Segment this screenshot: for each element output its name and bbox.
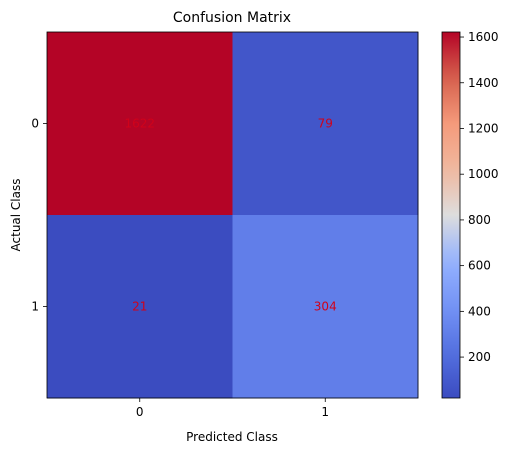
y-axis-ticks: 01 (31, 117, 47, 314)
cell-label-0-1: 79 (318, 117, 333, 131)
heatmap-cell-1-1 (232, 215, 419, 399)
heatmap-cells: 1622 79 21 304 (47, 32, 419, 399)
cell-label-1-1: 304 (314, 300, 337, 314)
cell-label-0-0: 1622 (124, 117, 155, 131)
colorbar (441, 31, 461, 399)
x-axis-label: Predicted Class (186, 430, 278, 444)
plot-frame (46, 31, 419, 399)
heatmap-cell-0-0 (47, 32, 233, 216)
colorbar-tick-label: 1200 (468, 121, 499, 135)
x-tick-label: 0 (136, 405, 144, 419)
colorbar-tick-label: 400 (468, 304, 491, 318)
colorbar-tick-label: 1600 (468, 30, 499, 44)
heatmap-cell-0-1 (232, 32, 419, 216)
y-tick-label: 0 (31, 117, 39, 131)
colorbar-tick-label: 200 (468, 350, 491, 364)
colorbar-tick-label: 1400 (468, 76, 499, 90)
colorbar-tick-label: 800 (468, 213, 491, 227)
y-axis-label: Actual Class (9, 179, 23, 252)
colorbar-tick-label: 1000 (468, 167, 499, 181)
x-tick-label: 1 (321, 405, 329, 419)
colorbar-tick-label: 600 (468, 259, 491, 273)
colorbar-ticks: 200 400 600 800 1000 1200 1400 1600 (460, 30, 499, 364)
y-tick-label: 1 (31, 300, 39, 314)
chart-title: Confusion Matrix (173, 10, 291, 26)
cell-label-1-0: 21 (132, 300, 147, 314)
heatmap-cell-1-0 (47, 215, 233, 399)
